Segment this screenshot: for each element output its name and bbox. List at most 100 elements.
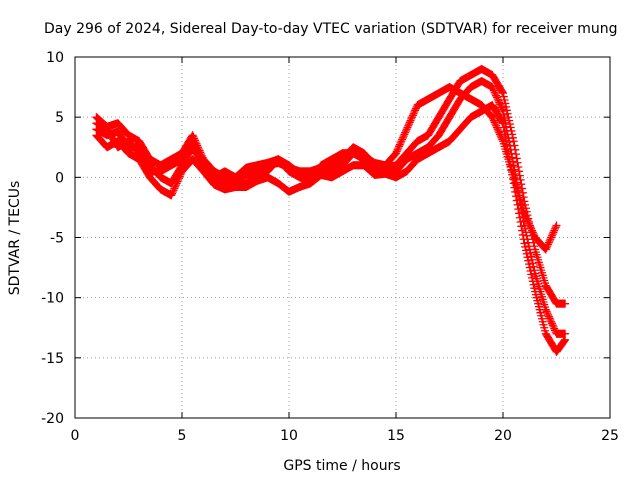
data-point [544, 310, 553, 319]
data-point [409, 109, 418, 118]
data-point [489, 116, 498, 125]
series-track-3 [92, 101, 570, 356]
data-point [530, 266, 539, 275]
data-point [527, 252, 536, 261]
chart-title: Day 296 of 2024, Sidereal Day-to-day VTE… [44, 21, 618, 37]
data-point [172, 179, 181, 188]
data-point [407, 114, 416, 123]
data-point [188, 137, 197, 146]
data-point [497, 133, 506, 142]
data-point [170, 184, 179, 193]
data-point [493, 125, 502, 134]
x-tick-label: 15 [387, 428, 405, 444]
data-point [516, 218, 525, 227]
data-point [528, 259, 537, 268]
data-point [404, 121, 413, 130]
data-point [397, 137, 406, 146]
data-point [168, 189, 177, 198]
grid [75, 57, 610, 418]
data-point [410, 108, 419, 117]
data-point [496, 132, 505, 141]
data-point [488, 113, 497, 122]
data-point [499, 89, 507, 98]
data-point [492, 123, 501, 132]
data-point [528, 228, 537, 237]
data-point [392, 149, 400, 158]
data-point [545, 314, 554, 323]
data-point [524, 260, 533, 269]
data-point [525, 245, 534, 254]
data-point [521, 212, 530, 221]
data-point [408, 111, 417, 120]
data-point [194, 150, 203, 159]
data-point [498, 135, 507, 144]
data-point [196, 154, 205, 163]
data-point [197, 157, 206, 166]
y-tick-label: -10 [41, 291, 64, 307]
data-point [392, 147, 401, 156]
data-point [545, 236, 554, 245]
data-point [529, 280, 538, 289]
data-point [542, 307, 551, 316]
data-point [547, 233, 556, 242]
data-point [411, 106, 420, 115]
data-point [495, 100, 504, 109]
data-point [547, 319, 556, 328]
data-point [502, 106, 511, 115]
data-point [400, 130, 409, 139]
data-point [500, 95, 509, 104]
data-point [547, 317, 556, 326]
data-point [499, 92, 508, 101]
data-point [524, 256, 533, 265]
data-point [493, 95, 502, 104]
data-point [190, 142, 199, 151]
data-point [401, 126, 410, 135]
data-point [197, 156, 206, 165]
data-point [495, 98, 504, 107]
data-point [171, 181, 180, 190]
data-point [176, 170, 185, 179]
data-point [491, 89, 500, 98]
data-point [406, 116, 415, 125]
data-point [195, 152, 204, 161]
data-point [189, 138, 198, 147]
data-point [550, 224, 559, 233]
data-point [542, 243, 551, 252]
data-point [527, 224, 536, 233]
data-point [509, 137, 518, 146]
data-point [544, 312, 553, 321]
x-tick-label: 25 [601, 428, 619, 444]
y-tick-label: 5 [55, 110, 64, 126]
data-point [501, 99, 510, 108]
data-point [524, 218, 533, 227]
data-point [522, 214, 531, 223]
data-point [517, 222, 526, 231]
data-point [550, 226, 559, 235]
data-point [514, 205, 523, 214]
data-point [528, 277, 537, 286]
data-point [174, 174, 183, 183]
data-point [529, 230, 538, 239]
data-point [526, 223, 535, 232]
data-point [518, 230, 527, 239]
x-tick-label: 10 [280, 428, 298, 444]
data-point [520, 209, 529, 218]
data-point [492, 93, 501, 102]
data-point [492, 91, 501, 100]
data-point [167, 191, 176, 200]
data-point [495, 128, 504, 137]
data-point [194, 149, 203, 158]
data-point [489, 114, 498, 123]
series-track-4 [92, 83, 561, 254]
data-point [543, 309, 552, 318]
data-point [520, 239, 529, 248]
data-point [405, 118, 414, 127]
data-point [548, 230, 557, 239]
data-point [393, 145, 402, 154]
data-point [521, 242, 530, 251]
data-point [521, 246, 530, 255]
data-point [544, 240, 553, 249]
data-point [549, 322, 558, 331]
data-point [403, 123, 412, 132]
data-point [526, 267, 535, 276]
